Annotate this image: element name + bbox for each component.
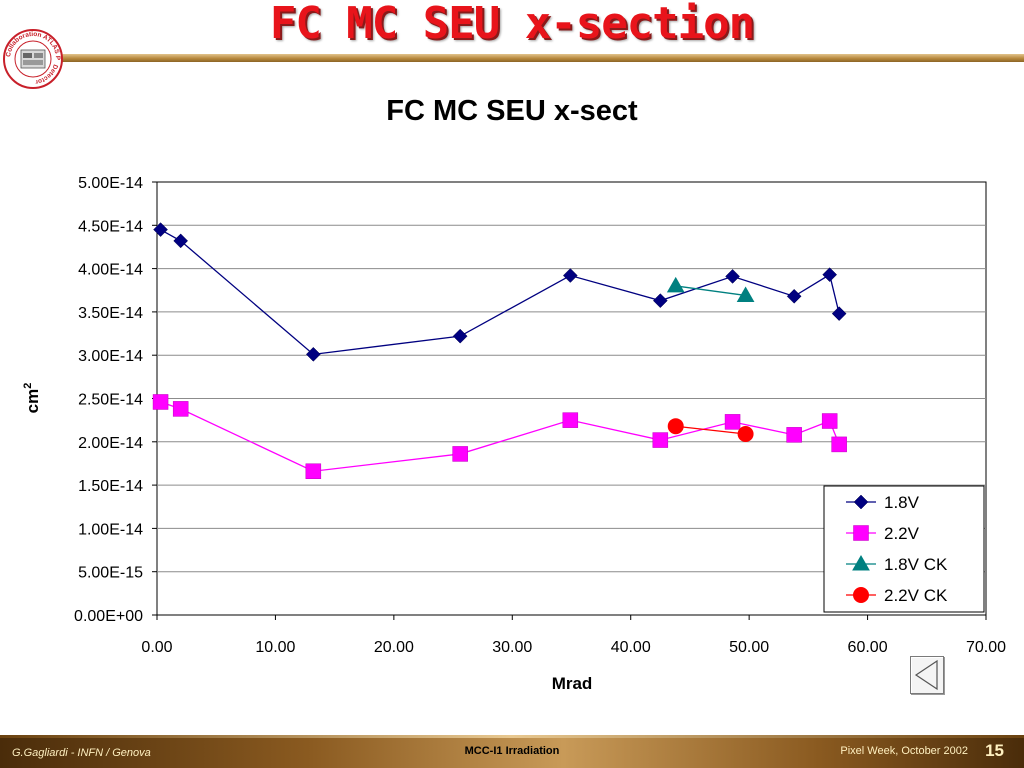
gridlines bbox=[157, 224, 986, 573]
legend-label: 1.8V CK bbox=[884, 555, 948, 574]
footer-author: G.Gagliardi - INFN / Genova bbox=[12, 747, 151, 759]
data-point-1-8v bbox=[725, 269, 740, 284]
y-tick-label: 3.50E-14 bbox=[78, 305, 143, 322]
data-point-2-2v bbox=[724, 414, 741, 430]
y-tick-label: 2.00E-14 bbox=[78, 435, 143, 452]
data-point-1-8v bbox=[831, 306, 847, 321]
y-axis-label: cm2 bbox=[22, 383, 42, 414]
legend-box bbox=[823, 485, 985, 613]
data-point-2-2v bbox=[786, 427, 802, 443]
legend-marker bbox=[853, 525, 869, 541]
y-tick-label: 4.50E-14 bbox=[78, 218, 143, 235]
legend-marker bbox=[853, 494, 869, 510]
y-tick-label: 0.00E+00 bbox=[74, 608, 143, 625]
page-number: 15 bbox=[985, 741, 1004, 760]
data-point-2-2v bbox=[452, 446, 468, 462]
legend-item-2-2v-ck: 2.2V CK bbox=[846, 586, 948, 605]
data-point-1-8v bbox=[153, 222, 168, 237]
back-button[interactable] bbox=[910, 656, 944, 694]
data-point-2-2v-ck bbox=[737, 426, 754, 443]
y-tick-label: 5.00E-14 bbox=[78, 175, 143, 192]
legend-item-1-8v-ck: 1.8V CK bbox=[846, 554, 948, 574]
x-axis-label: Mrad bbox=[552, 674, 593, 693]
atlas-pixel-logo: Collaboration ATLAS Pixel Detector bbox=[2, 28, 63, 89]
legend-label: 2.2V CK bbox=[884, 586, 948, 605]
x-tick-label: 60.00 bbox=[848, 639, 888, 656]
series-line-1-8v bbox=[160, 229, 840, 356]
y-axis: 0.00E+00 5.00E-15 1.00E-14 1.50E-14 2.00E-14… bbox=[74, 175, 157, 625]
y-tick-label: 2.50E-14 bbox=[78, 392, 143, 409]
chart-title: FC MC SEU x-sect bbox=[386, 95, 638, 127]
x-tick-label: 40.00 bbox=[611, 639, 651, 656]
legend-marker bbox=[852, 554, 870, 571]
x-tick-label: 50.00 bbox=[729, 639, 769, 656]
series-lines bbox=[160, 229, 840, 472]
data-point-1-8v-ck bbox=[736, 286, 755, 302]
footer-topic: MCC-I1 Irradiation bbox=[464, 745, 560, 757]
back-triangle-icon bbox=[914, 659, 938, 691]
series-markers bbox=[152, 222, 847, 479]
y-axis-label-sup: 2 bbox=[22, 383, 34, 389]
x-axis: 0.00 10.00 20.00 30.00 40.00 50.00 60.00 70.00 bbox=[141, 615, 1006, 656]
series-line-2-2v-ck bbox=[675, 425, 746, 435]
data-point-2-2v bbox=[831, 436, 847, 453]
footer-event: Pixel Week, October 2002 bbox=[840, 745, 968, 757]
data-point-2-2v bbox=[821, 413, 838, 429]
slide-title: FC MC SEU x-section bbox=[269, 0, 755, 49]
svg-text:cm2: cm2 bbox=[22, 383, 42, 414]
x-tick-label: 70.00 bbox=[966, 639, 1006, 656]
data-point-1-8v bbox=[173, 233, 189, 249]
legend-label: 1.8V bbox=[884, 493, 920, 512]
y-tick-label: 3.00E-14 bbox=[78, 348, 143, 365]
data-point-2-2v-ck bbox=[667, 418, 684, 435]
legend: 1.8V 2.2V 1.8V CK 2.2V CK bbox=[823, 485, 985, 613]
data-point-2-2v bbox=[562, 412, 579, 428]
data-point-2-2v bbox=[172, 401, 189, 417]
data-point-2-2v bbox=[305, 463, 322, 479]
legend-item-2-2v: 2.2V bbox=[846, 524, 920, 543]
x-tick-label: 20.00 bbox=[374, 639, 414, 656]
data-point-1-8v-ck bbox=[666, 276, 685, 293]
data-point-1-8v bbox=[652, 293, 668, 308]
y-tick-label: 1.50E-14 bbox=[78, 478, 143, 495]
title-divider bbox=[62, 54, 1024, 62]
y-tick-label: 4.00E-14 bbox=[78, 262, 143, 279]
y-tick-label: 1.00E-14 bbox=[78, 521, 143, 538]
footer-accent-line bbox=[0, 735, 1024, 738]
legend-item-1-8v: 1.8V bbox=[846, 493, 920, 512]
data-point-2-2v bbox=[652, 432, 669, 448]
y-axis-label-text: cm bbox=[23, 389, 42, 414]
series-line-2-2v bbox=[160, 401, 840, 472]
data-point-1-8v bbox=[452, 328, 468, 344]
x-tick-label: 10.00 bbox=[255, 639, 295, 656]
data-point-1-8v bbox=[786, 288, 802, 304]
x-tick-label: 30.00 bbox=[492, 639, 532, 656]
y-tick-label: 5.00E-15 bbox=[78, 565, 143, 582]
series-line-1-8v-ck bbox=[675, 285, 746, 297]
x-tick-label: 0.00 bbox=[141, 639, 172, 656]
data-point-2-2v bbox=[152, 394, 169, 410]
legend-marker bbox=[853, 587, 869, 603]
data-point-1-8v bbox=[562, 268, 578, 283]
data-point-1-8v bbox=[822, 267, 838, 283]
seu-cross-section-chart: FC MC SEU x-sect 0.00E+00 5.00E-15 1.00E-1… bbox=[22, 95, 1006, 693]
footer-bar: G.Gagliardi - INFN / Genova MCC-I1 Irrad… bbox=[0, 735, 1024, 768]
data-point-1-8v bbox=[305, 346, 321, 362]
legend-label: 2.2V bbox=[884, 524, 920, 543]
